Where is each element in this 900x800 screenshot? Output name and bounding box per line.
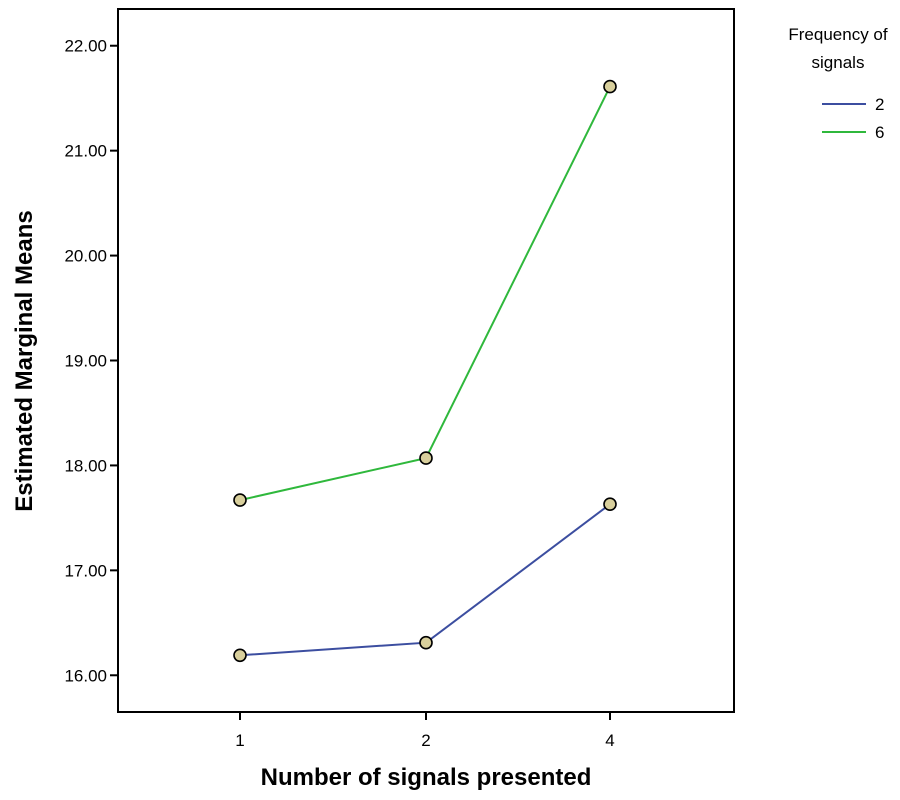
data-point	[603, 79, 617, 94]
y-tick-label: 22.00	[64, 37, 107, 56]
y-tick-label: 20.00	[64, 247, 107, 266]
y-axis-title: Estimated Marginal Means	[11, 210, 38, 511]
y-axis: 16.00 17.00 18.00 19.00 20.00 21.00 22.00	[64, 37, 118, 685]
y-tick-label: 16.00	[64, 666, 107, 685]
x-tick-label: 2	[421, 731, 430, 750]
series-line-2	[239, 503, 611, 657]
data-point	[233, 493, 247, 507]
data-point	[603, 497, 617, 512]
legend: Frequency of signals 26	[788, 25, 887, 142]
data-point	[419, 635, 433, 650]
y-tick-label: 17.00	[64, 561, 107, 580]
legend-title-line-2: signals	[812, 53, 865, 72]
series-line-6	[239, 86, 611, 502]
x-tick-label: 4	[605, 731, 614, 750]
legend-label-6: 6	[875, 123, 884, 142]
legend-label-2: 2	[875, 95, 884, 114]
series-lines	[239, 86, 611, 657]
y-tick-label: 18.00	[64, 456, 107, 475]
data-point	[233, 648, 247, 663]
y-tick-label: 21.00	[64, 142, 107, 161]
legend-items: 26	[822, 95, 884, 142]
x-axis-title: Number of signals presented	[261, 764, 592, 791]
data-point	[419, 451, 433, 465]
series-markers	[233, 79, 617, 663]
x-axis: 1 2 4	[235, 712, 615, 750]
x-tick-label: 1	[235, 731, 244, 750]
plot-frame	[117, 8, 735, 713]
legend-title-line-1: Frequency of	[788, 25, 887, 44]
y-tick-label: 19.00	[64, 352, 107, 371]
